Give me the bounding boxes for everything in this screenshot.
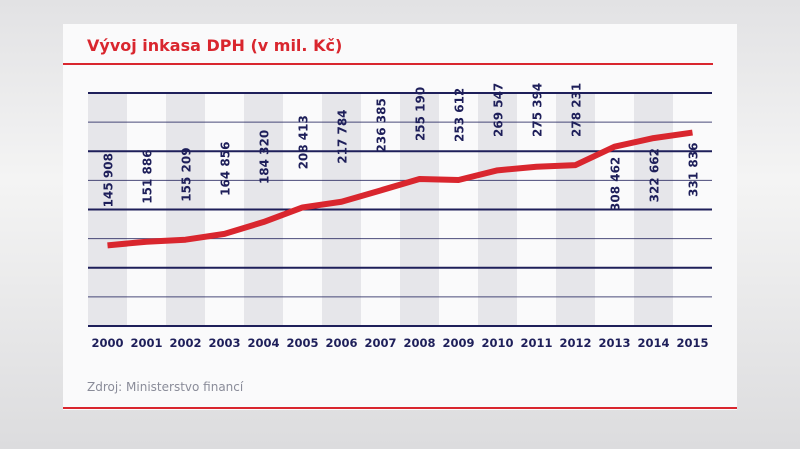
x-tick-label: 2001 (130, 336, 162, 350)
data-label: 164 856 (219, 142, 233, 196)
x-tick-label: 2003 (208, 336, 240, 350)
x-tick-label: 2015 (676, 336, 708, 350)
title-underline (63, 63, 713, 65)
data-label: 208 413 (297, 115, 311, 169)
data-label: 155 209 (180, 147, 194, 201)
data-label: 255 190 (414, 87, 428, 141)
data-label: 236 385 (375, 98, 389, 152)
x-tick-label: 2012 (559, 336, 591, 350)
data-label: 217 784 (336, 109, 350, 163)
data-label: 269 547 (492, 83, 506, 137)
data-label: 275 394 (531, 83, 545, 137)
data-label: 184 320 (258, 130, 272, 184)
x-tick-label: 2008 (403, 336, 435, 350)
x-tick-label: 2004 (247, 336, 279, 350)
x-tick-label: 2007 (364, 336, 396, 350)
x-tick-label: 2000 (91, 336, 123, 350)
data-label: 253 612 (453, 88, 467, 142)
data-label: 145 908 (102, 153, 116, 207)
x-tick-label: 2011 (520, 336, 552, 350)
x-tick-label: 2005 (286, 336, 318, 350)
data-label: 151 886 (141, 149, 155, 203)
x-tick-label: 2014 (637, 336, 669, 350)
x-tick-label: 2009 (442, 336, 474, 350)
data-label: 331 836 (687, 143, 701, 197)
data-label: 322 662 (648, 148, 662, 202)
x-tick-label: 2006 (325, 336, 357, 350)
source-note: Zdroj: Ministerstvo financí (87, 380, 244, 394)
x-tick-label: 2013 (598, 336, 630, 350)
x-tick-label: 2002 (169, 336, 201, 350)
series-line (107, 129, 693, 249)
x-tick-label: 2010 (481, 336, 513, 350)
bottom-rule (63, 407, 737, 409)
data-label: 308 462 (609, 157, 623, 211)
chart-title: Vývoj inkasa DPH (v mil. Kč) (87, 36, 343, 55)
data-label: 278 231 (570, 83, 584, 137)
